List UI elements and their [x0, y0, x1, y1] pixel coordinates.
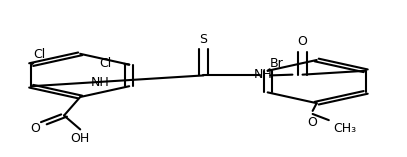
Text: NH: NH — [254, 68, 273, 81]
Text: S: S — [199, 33, 208, 46]
Text: Br: Br — [270, 57, 283, 70]
Text: O: O — [30, 122, 40, 135]
Text: NH: NH — [90, 76, 109, 89]
Text: CH₃: CH₃ — [333, 122, 356, 135]
Text: O: O — [298, 35, 307, 48]
Text: Cl: Cl — [33, 48, 46, 61]
Text: OH: OH — [70, 133, 90, 146]
Text: Cl: Cl — [99, 57, 111, 70]
Text: O: O — [308, 116, 317, 129]
